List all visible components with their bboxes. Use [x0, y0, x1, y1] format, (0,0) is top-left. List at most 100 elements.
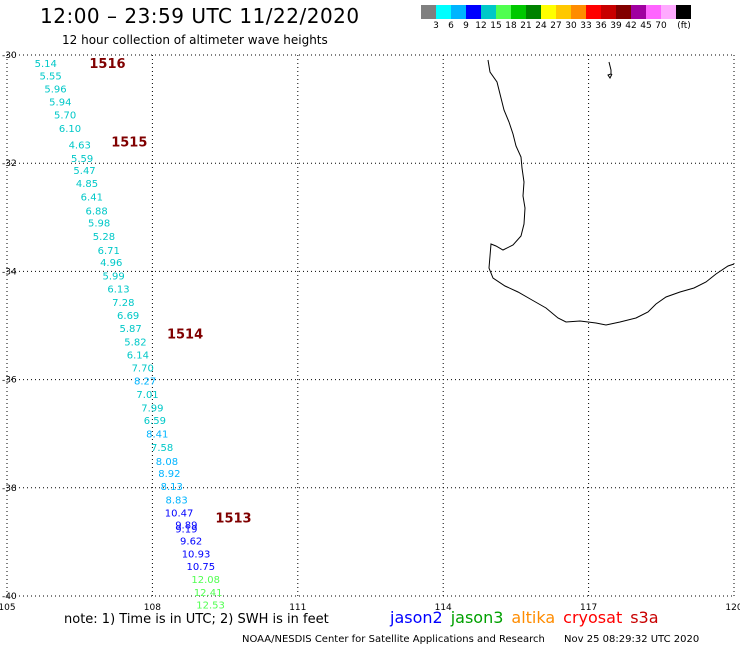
pass-number-label: 1513 [215, 512, 251, 527]
scale-label: 70 [655, 21, 667, 31]
wave-height-value: 7.99 [141, 404, 163, 415]
wave-height-value: 5.14 [35, 59, 57, 70]
wave-height-value: 8.41 [146, 430, 168, 441]
wave-height-value: 10.75 [187, 562, 216, 573]
scale-label: 27 [550, 21, 562, 31]
pass-labels: 1516 1515 1514 1513 [89, 57, 251, 526]
wave-height-value: 5.94 [49, 98, 71, 109]
wave-height-value: 6.10 [59, 124, 81, 135]
satellite-legend-item: jason3 [450, 608, 504, 627]
coastline-island [607, 61, 613, 79]
wave-height-value: 6.13 [107, 285, 129, 296]
pass-number-label: 1515 [111, 136, 147, 151]
wave-height-value: 8.83 [166, 496, 188, 507]
wave-height-value: 5.47 [73, 166, 95, 177]
scale-label: 12 [475, 21, 487, 31]
longitude-label: 114 [435, 603, 452, 613]
color-scale-labels: 3 6 9 12 15 18 21 24 27 30 33 36 39 42 45 70 (ft) [421, 21, 740, 33]
latitude-label: -30 [2, 51, 17, 61]
page-title: 12:00 – 23:59 UTC 11/22/2020 [40, 4, 360, 28]
latitude-label: -36 [2, 376, 17, 386]
scale-swatch [421, 5, 436, 19]
scale-swatch [541, 5, 556, 19]
scale-swatch [571, 5, 586, 19]
wave-height-value: 8.92 [158, 469, 180, 480]
wave-height-value: 6.69 [117, 311, 139, 322]
wave-height-value: 7.58 [151, 443, 173, 454]
satellite-legend-item: s3a [630, 608, 659, 627]
scale-swatch [511, 5, 526, 19]
scale-swatch [526, 5, 541, 19]
scale-swatch [496, 5, 511, 19]
scale-label: 15 [490, 21, 502, 31]
wave-height-value: 7.28 [112, 298, 134, 309]
satellite-legend-item: altika [511, 608, 556, 627]
longitude-label: 111 [289, 603, 306, 613]
wave-height-value: 4.63 [69, 140, 91, 151]
pass-number-label: 1514 [167, 328, 203, 343]
latitude-label: -32 [2, 159, 17, 169]
scale-label: 42 [625, 21, 637, 31]
wave-height-value: 8.27 [134, 377, 156, 388]
scale-label: 21 [520, 21, 532, 31]
wave-height-value: 10.47 [165, 509, 194, 520]
scale-label: 18 [505, 21, 517, 31]
coastline-southwest-australia [487, 59, 735, 326]
scale-label: 39 [610, 21, 622, 31]
scale-swatch [646, 5, 661, 19]
pass-number-label: 1516 [89, 57, 125, 72]
scale-swatch [631, 5, 646, 19]
scale-label: 3 [433, 21, 439, 31]
scale-label: 6 [448, 21, 454, 31]
wave-height-value: 5.70 [54, 111, 76, 122]
footer: NOAA/NESDIS Center for Satellite Applica… [242, 634, 699, 645]
satellite-legend-item: cryosat [563, 608, 623, 627]
wave-height-value: 12.08 [191, 575, 220, 586]
wave-height-value: 8.13 [161, 482, 183, 493]
scale-swatch [616, 5, 631, 19]
wave-height-value: 5.59 [71, 154, 93, 165]
scale-swatch [481, 5, 496, 19]
scale-label: 9 [463, 21, 469, 31]
wave-height-value: 10.93 [182, 549, 211, 560]
wave-height-value: 5.99 [102, 272, 124, 283]
scale-label: 33 [580, 21, 592, 31]
wave-height-value: 6.59 [144, 416, 166, 427]
scale-swatch [676, 5, 691, 19]
wave-height-value: 5.28 [93, 232, 115, 243]
wave-height-value: 6.41 [81, 193, 103, 204]
wave-height-value: 4.96 [100, 258, 122, 269]
scale-swatch [556, 5, 571, 19]
wave-height-value: 9.19 [175, 524, 197, 535]
wave-height-value: 7.01 [136, 390, 158, 401]
color-scale-bar [421, 5, 691, 19]
wave-height-value: 4.85 [76, 179, 98, 190]
wave-height-value: 5.55 [39, 72, 61, 83]
scale-swatch [451, 5, 466, 19]
wave-height-value: 8.08 [156, 457, 178, 468]
scale-label: (ft) [677, 21, 691, 31]
units-note: note: 1) Time is in UTC; 2) SWH is in fe… [64, 612, 329, 627]
longitude-label: 120 [725, 603, 740, 613]
wave-height-value: 5.96 [44, 85, 66, 96]
scale-swatch [661, 5, 676, 19]
wave-height-value: 12.41 [194, 588, 223, 599]
scale-label: 30 [565, 21, 577, 31]
latitude-label: -38 [2, 484, 17, 494]
latitude-label: -40 [2, 592, 17, 602]
scale-label: 24 [535, 21, 547, 31]
wave-height-value: 5.98 [88, 219, 110, 230]
scale-label: 36 [595, 21, 607, 31]
wave-height-value: 6.14 [127, 351, 149, 362]
wave-height-values: 5.14 5.55 5.96 5.94 5.70 6.10 4.63 5.595.47 4.85… [35, 59, 225, 612]
wave-height-value: 9.89 [175, 521, 197, 532]
wave-height-value: 12.53 [196, 601, 225, 612]
scale-label: 45 [640, 21, 652, 31]
wave-height-value: 5.87 [119, 324, 141, 335]
footer-timestamp: Nov 25 08:29:32 UTC 2020 [564, 634, 700, 645]
longitude-label: 117 [580, 603, 597, 613]
page-subtitle: 12 hour collection of altimeter wave hei… [62, 33, 328, 47]
wave-height-value: 5.82 [124, 338, 146, 349]
scale-swatch [436, 5, 451, 19]
